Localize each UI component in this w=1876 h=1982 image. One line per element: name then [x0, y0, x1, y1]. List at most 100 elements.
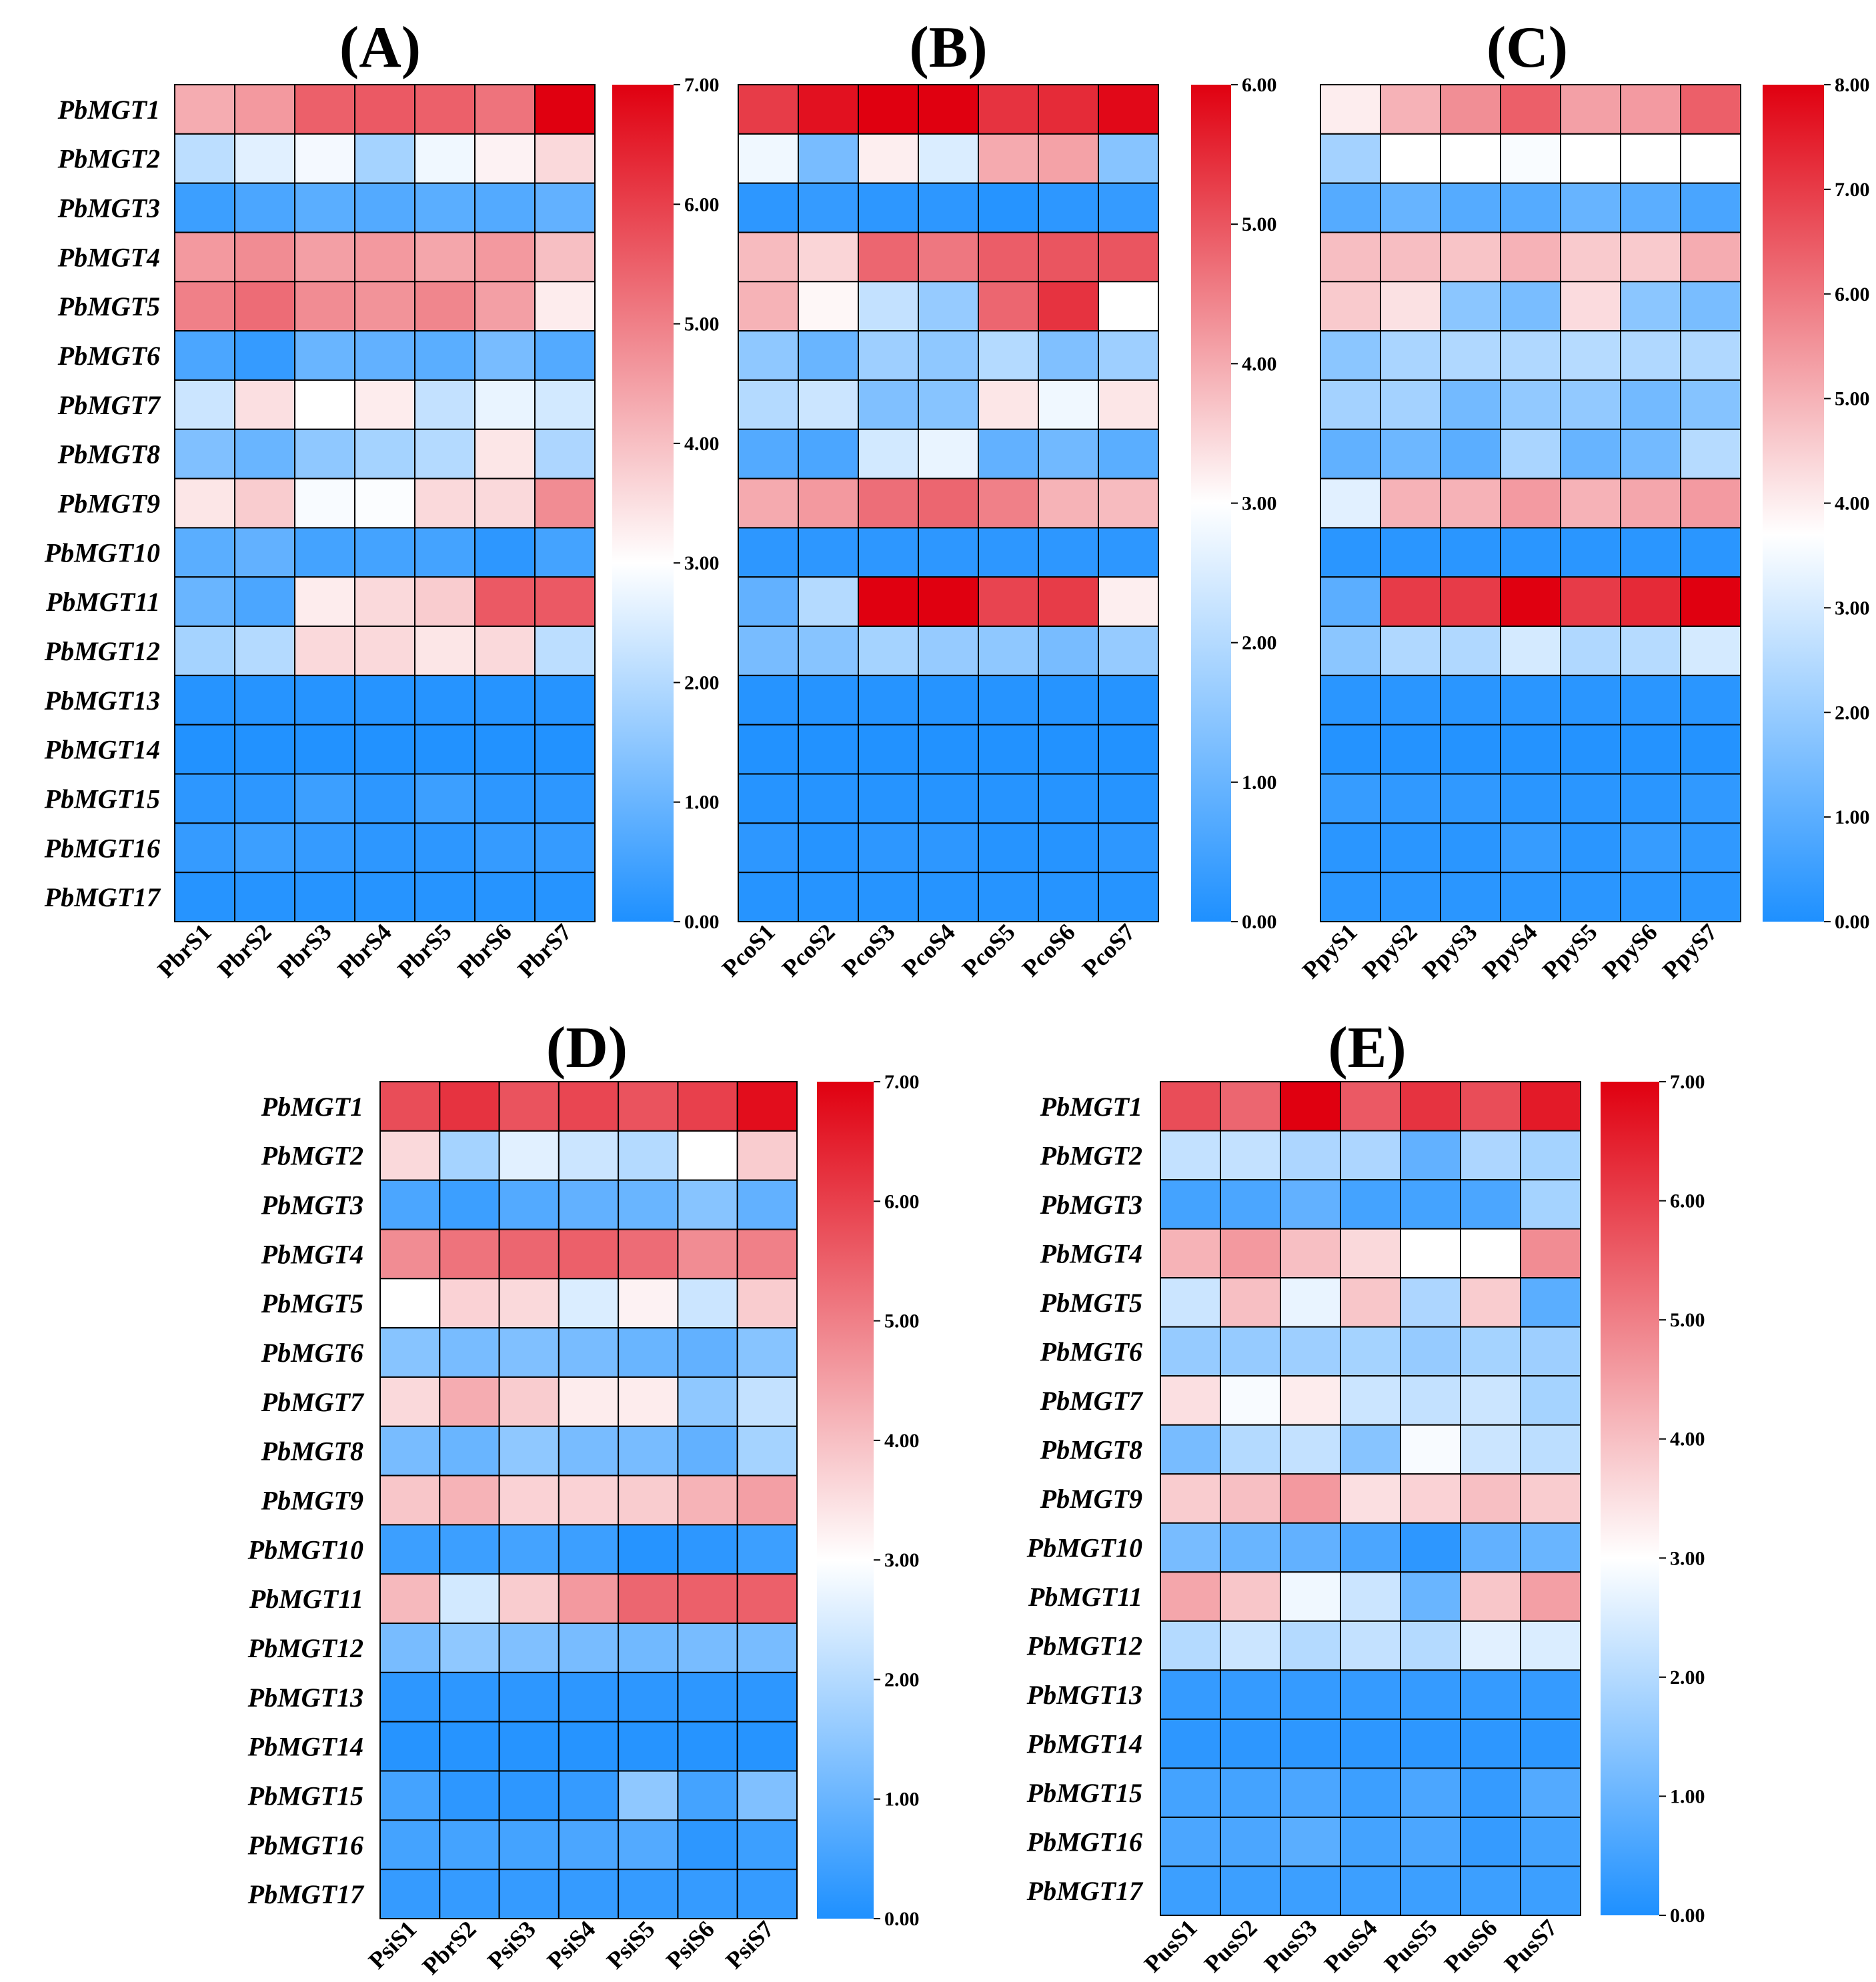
column-label: PbrS7: [512, 918, 576, 982]
colorbar-tick-label: 2.00: [684, 672, 720, 694]
heatmap-cell: [354, 477, 415, 529]
heatmap-cell: [1220, 1326, 1281, 1377]
heatmap-cell: [1400, 1277, 1461, 1328]
heatmap-cell: [858, 724, 919, 775]
heatmap-cell: [1440, 822, 1501, 874]
heatmap-cell: [1440, 330, 1501, 381]
heatmap-cell: [978, 822, 1039, 874]
heatmap-cell: [858, 231, 919, 283]
heatmap-cell: [1380, 773, 1441, 824]
heatmap-panel-a: (A) PbMGT1 PbMGT2 PbMGT3 PbMGT4 PbMGT5 PbMGT6 P…: [44, 15, 720, 983]
heatmap-cell: [1340, 1620, 1401, 1671]
heatmap-cell: [1380, 231, 1441, 283]
heatmap-cell: [1500, 626, 1561, 676]
heatmap-cell: [234, 281, 295, 332]
heatmap-cell: [1460, 1669, 1521, 1720]
heatmap-cell: [918, 822, 979, 874]
heatmap-cell: [1440, 527, 1501, 578]
heatmap-cell: [414, 626, 476, 676]
column-label: PsiS6: [661, 1915, 720, 1974]
heatmap-cell: [738, 428, 799, 479]
heatmap-cell: [294, 428, 355, 479]
heatmap-cell: [1038, 231, 1099, 283]
heatmap-cell: [379, 1524, 441, 1575]
heatmap-cell: [1440, 133, 1501, 184]
heatmap-cell: [1520, 1179, 1581, 1230]
heatmap-cell: [1400, 1718, 1461, 1769]
row-label: PbMGT15: [44, 784, 160, 814]
heatmap-cell: [558, 1228, 620, 1280]
colorbar-tick-label: 3.00: [1670, 1547, 1705, 1569]
heatmap-cell: [414, 379, 476, 430]
heatmap-cell: [738, 674, 799, 726]
heatmap-cell: [1500, 477, 1561, 529]
heatmap-cell: [414, 84, 476, 135]
heatmap-cell: [414, 281, 476, 332]
heatmap-cell: [534, 133, 596, 184]
heatmap-cell: [1380, 330, 1441, 381]
row-label: PbMGT15: [1026, 1778, 1142, 1808]
row-label: PbMGT17: [247, 1879, 365, 1909]
column-label: PusS7: [1499, 1914, 1563, 1977]
colorbar-tick-label: 1.00: [1242, 772, 1277, 794]
heatmap-cell: [1098, 822, 1159, 874]
colorbar-tick-label: 8.00: [1835, 74, 1870, 96]
row-label: PbMGT14: [44, 735, 160, 765]
heatmap-cell: [234, 428, 295, 479]
heatmap-cell: [1160, 1767, 1221, 1818]
heatmap-cell: [1098, 330, 1159, 381]
heatmap-cell: [1280, 1669, 1341, 1720]
row-label: PbMGT7: [57, 390, 161, 420]
row-label: PbMGT16: [247, 1830, 363, 1860]
column-label: PusS5: [1379, 1914, 1443, 1977]
heatmap-cell: [618, 1327, 679, 1378]
heatmap-cell: [379, 1770, 441, 1821]
heatmap-cell: [234, 182, 295, 233]
heatmap-cell: [1620, 182, 1681, 233]
heatmap-cell: [1680, 822, 1741, 874]
row-label: PbMGT4: [57, 242, 160, 272]
heatmap-cell: [474, 822, 536, 874]
heatmap-cell: [738, 626, 799, 676]
heatmap-cell: [1340, 1424, 1401, 1475]
heatmap-cell: [1400, 1375, 1461, 1426]
heatmap-cell: [1340, 1816, 1401, 1867]
colorbar-tick-label: 6.00: [1835, 283, 1870, 305]
heatmap-cell: [1620, 330, 1681, 381]
heatmap-cell: [858, 84, 919, 135]
row-label: PbMGT2: [261, 1141, 363, 1171]
row-label: PbMGT10: [247, 1535, 363, 1565]
heatmap-cell: [174, 576, 235, 628]
heatmap-cell: [1460, 1718, 1521, 1769]
heatmap-cell: [354, 281, 415, 332]
heatmap-cell: [1620, 872, 1681, 923]
heatmap-cell: [1560, 330, 1621, 381]
heatmap-cell: [474, 626, 536, 676]
heatmap-cell: [1038, 576, 1099, 628]
heatmap-cell: [1520, 1669, 1581, 1720]
heatmap-cell: [1220, 1718, 1281, 1769]
heatmap-cell: [1380, 822, 1441, 874]
heatmap-cell: [1280, 1816, 1341, 1867]
heatmap-cell: [1340, 1669, 1401, 1720]
heatmap-cell: [558, 1721, 620, 1772]
heatmap-cell: [738, 330, 799, 381]
row-label: PbMGT4: [261, 1239, 363, 1269]
heatmap-cell: [1620, 428, 1681, 479]
colorbar-tick-label: 3.00: [1835, 597, 1870, 619]
colorbar-tick-label: 1.00: [684, 792, 720, 814]
heatmap-cell: [1380, 379, 1441, 430]
heatmap-cell: [534, 527, 596, 578]
heatmap-cell: [1620, 576, 1681, 628]
heatmap-cell: [677, 1228, 738, 1280]
heatmap-cell: [677, 1524, 738, 1575]
heatmap-cell: [1680, 231, 1741, 283]
heatmap-cell: [798, 182, 859, 233]
heatmap-cell: [736, 1327, 798, 1378]
heatmap-cell: [978, 724, 1039, 775]
heatmap-cell: [1340, 1277, 1401, 1328]
column-label: PpyS2: [1357, 918, 1423, 984]
heatmap-cell: [1280, 1522, 1341, 1573]
heatmap-cell: [439, 1721, 500, 1772]
